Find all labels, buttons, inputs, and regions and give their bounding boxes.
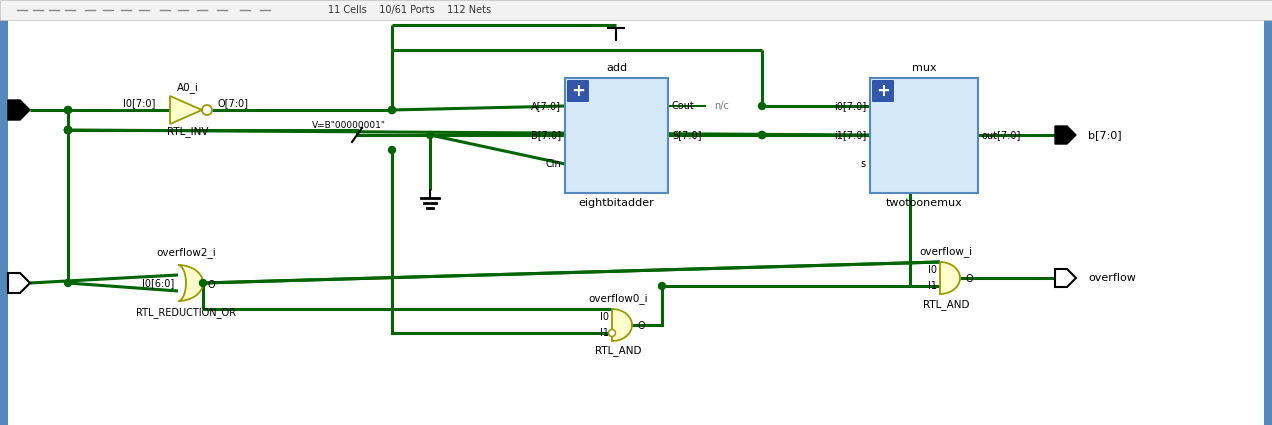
Text: overflow2_i: overflow2_i [156, 247, 216, 258]
FancyBboxPatch shape [567, 80, 589, 102]
Circle shape [202, 105, 212, 115]
Circle shape [758, 131, 766, 139]
Text: O: O [965, 274, 973, 284]
Text: O: O [209, 280, 216, 290]
Text: 11 Cells    10/61 Ports    112 Nets: 11 Cells 10/61 Ports 112 Nets [328, 5, 491, 15]
Circle shape [65, 107, 71, 113]
Text: I0[6:0]: I0[6:0] [141, 278, 174, 288]
FancyBboxPatch shape [0, 0, 1272, 20]
Text: i1[7:0]: i1[7:0] [833, 130, 866, 140]
Text: I1: I1 [600, 328, 609, 338]
Polygon shape [170, 96, 202, 124]
Text: +: + [571, 82, 585, 100]
Text: V=B"00000001": V=B"00000001" [312, 121, 385, 130]
Circle shape [65, 127, 71, 133]
Text: mux: mux [912, 63, 936, 73]
Polygon shape [1054, 126, 1076, 144]
FancyBboxPatch shape [870, 78, 978, 193]
Text: I0: I0 [600, 312, 609, 322]
Text: RTL_AND: RTL_AND [922, 300, 969, 310]
Polygon shape [178, 265, 204, 301]
Polygon shape [1054, 269, 1076, 287]
FancyBboxPatch shape [565, 78, 668, 193]
Text: n/c: n/c [714, 101, 729, 111]
Text: out[7:0]: out[7:0] [982, 130, 1021, 140]
Circle shape [200, 280, 206, 286]
Text: add: add [605, 63, 627, 73]
FancyBboxPatch shape [0, 20, 8, 425]
Text: overflow: overflow [1088, 273, 1136, 283]
Text: RTL_AND: RTL_AND [595, 346, 641, 357]
Circle shape [758, 131, 766, 139]
Text: s: s [861, 159, 866, 169]
Circle shape [65, 127, 71, 133]
FancyBboxPatch shape [1264, 20, 1272, 425]
Circle shape [758, 102, 766, 110]
Polygon shape [8, 100, 31, 120]
Circle shape [426, 131, 434, 139]
Text: Cin: Cin [546, 159, 561, 169]
Text: overflow0_i: overflow0_i [588, 294, 647, 304]
Text: +: + [876, 82, 890, 100]
Text: b[7:0]: b[7:0] [1088, 130, 1122, 140]
Circle shape [65, 127, 71, 133]
Text: twotoonemux: twotoonemux [885, 198, 963, 208]
Circle shape [65, 280, 71, 286]
Circle shape [388, 147, 396, 153]
Polygon shape [612, 309, 632, 341]
Text: I0: I0 [929, 265, 937, 275]
Text: overflow_i: overflow_i [920, 246, 973, 258]
Circle shape [388, 107, 396, 113]
Text: RTL_INV: RTL_INV [167, 127, 209, 137]
Circle shape [65, 107, 71, 113]
Text: RTL_REDUCTION_OR: RTL_REDUCTION_OR [136, 308, 237, 318]
Text: B[7:0]: B[7:0] [530, 130, 561, 140]
Text: A[7:0]: A[7:0] [530, 101, 561, 111]
Polygon shape [940, 262, 960, 294]
Text: i0[7:0]: i0[7:0] [833, 101, 866, 111]
Text: O: O [639, 321, 646, 331]
Text: S[7:0]: S[7:0] [672, 130, 701, 140]
Circle shape [388, 107, 396, 113]
Polygon shape [8, 273, 31, 293]
Text: Cout: Cout [672, 101, 695, 111]
Circle shape [65, 127, 71, 133]
Circle shape [659, 283, 665, 289]
FancyBboxPatch shape [873, 80, 894, 102]
Circle shape [608, 329, 616, 337]
Text: O[7:0]: O[7:0] [218, 98, 249, 108]
Text: A0_i: A0_i [177, 82, 198, 94]
Text: I0[7:0]: I0[7:0] [122, 98, 155, 108]
Text: I1: I1 [929, 281, 937, 291]
Text: eightbitadder: eightbitadder [579, 198, 654, 208]
